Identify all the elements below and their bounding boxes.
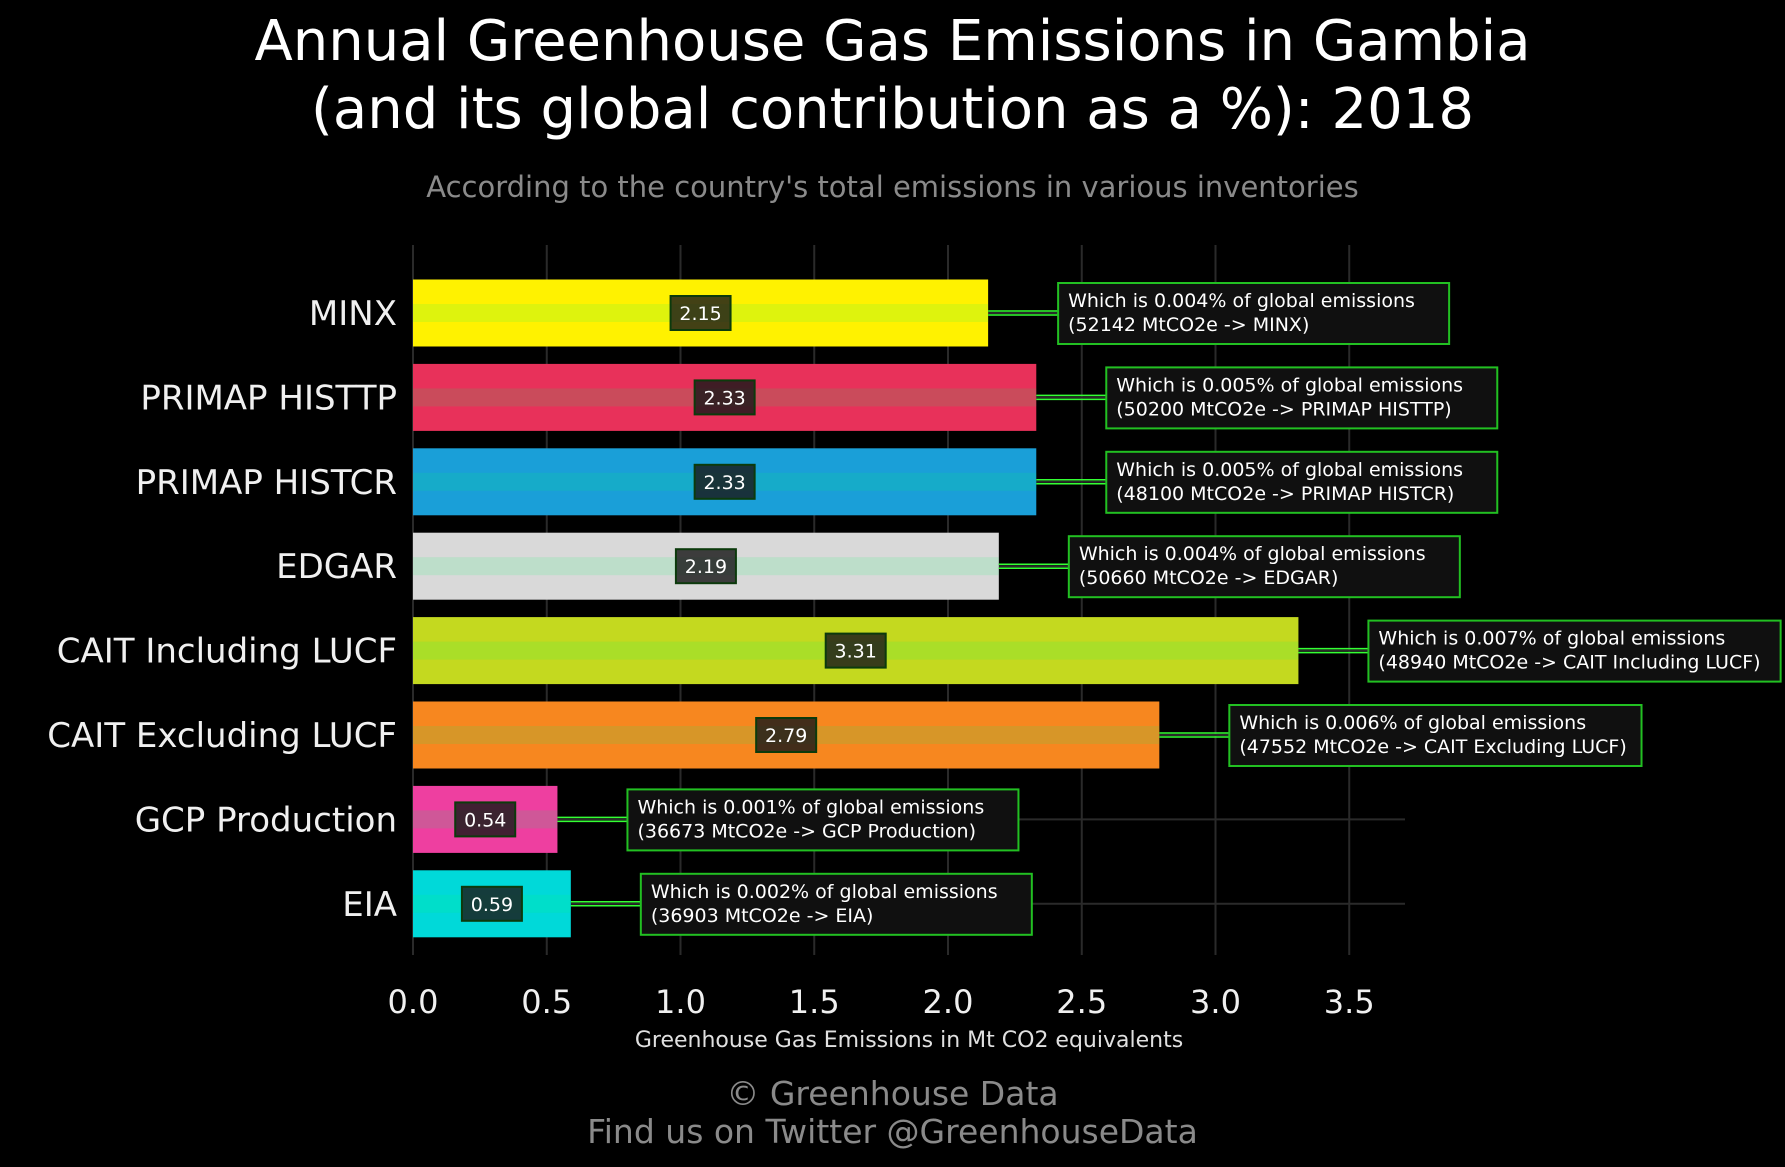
annotation-line1: Which is 0.001% of global emissions	[637, 796, 984, 818]
value-label: 2.15	[679, 303, 721, 325]
x-tick-label: 1.5	[789, 983, 840, 1021]
category-label: MINX	[309, 294, 397, 334]
annotation-line1: Which is 0.004% of global emissions	[1079, 543, 1426, 565]
category-label: CAIT Excluding LUCF	[47, 716, 397, 756]
value-label-box	[669, 295, 732, 331]
chart-title-line1: Annual Greenhouse Gas Emissions in Gambi…	[254, 9, 1531, 74]
annotation-box	[1057, 282, 1451, 345]
annotation-line2: (52142 MtCO2e -> MINX)	[1068, 314, 1309, 336]
annotation-line2: (47552 MtCO2e -> CAIT Excluding LUCF)	[1239, 736, 1626, 758]
value-label-box	[454, 801, 517, 838]
annotation-line2: (36903 MtCO2e -> EIA)	[651, 905, 874, 927]
annotation-line2: (50660 MtCO2e -> EDGAR)	[1079, 567, 1339, 589]
chart-title: Annual Greenhouse Gas Emissions in Gambi…	[0, 8, 1785, 144]
value-label: 0.59	[471, 894, 513, 916]
annotation-line1: Which is 0.005% of global emissions	[1116, 374, 1463, 396]
chart-subtitle: According to the country's total emissio…	[426, 170, 1359, 204]
annotation-box	[639, 872, 1033, 936]
annotation-line2: (48940 MtCO2e -> CAIT Including LUCF)	[1378, 652, 1760, 674]
annotation-line1: Which is 0.004% of global emissions	[1068, 290, 1415, 312]
value-label: 2.33	[703, 472, 745, 494]
annotation-box	[1105, 450, 1499, 514]
value-label: 3.31	[835, 641, 877, 663]
annotation-line2: (36673 MtCO2e -> GCP Production)	[637, 820, 976, 842]
category-label: PRIMAP HISTCR	[136, 463, 397, 503]
annotation-line1: Which is 0.007% of global emissions	[1378, 628, 1725, 650]
annotation-line1: Which is 0.006% of global emissions	[1239, 712, 1586, 734]
x-tick-label: 3.0	[1190, 983, 1241, 1021]
annotation-box	[1067, 535, 1461, 599]
annotation-line1: Which is 0.005% of global emissions	[1116, 459, 1463, 481]
value-label: 0.54	[464, 809, 506, 831]
category-label: GCP Production	[135, 800, 397, 840]
x-tick-label: 2.0	[923, 983, 974, 1021]
category-label: EIA	[342, 885, 397, 925]
chart-title-line2: (and its global contribution as a %): 20…	[311, 77, 1474, 142]
twitter-footer: Find us on Twitter @GreenhouseData	[587, 1112, 1198, 1151]
annotation-box	[626, 788, 1020, 852]
annotation-line2: (50200 MtCO2e -> PRIMAP HISTTP)	[1116, 398, 1451, 420]
x-tick-label: 0.0	[388, 983, 439, 1021]
value-label-box	[460, 885, 523, 922]
annotation-box	[1367, 619, 1782, 683]
annotation-line2: (48100 MtCO2e -> PRIMAP HISTCR)	[1116, 483, 1454, 505]
value-label: 2.79	[765, 725, 807, 747]
annotation-box	[1105, 366, 1499, 430]
value-label-box	[693, 463, 756, 500]
value-label: 2.33	[703, 387, 745, 409]
value-label-box	[693, 379, 756, 416]
x-axis-label: Greenhouse Gas Emissions in Mt CO2 equiv…	[635, 1028, 1183, 1053]
annotation-line1: Which is 0.002% of global emissions	[651, 881, 998, 903]
category-label: PRIMAP HISTTP	[140, 378, 397, 418]
value-label: 2.19	[685, 556, 727, 578]
value-label-box	[824, 632, 887, 669]
x-tick-label: 3.5	[1324, 983, 1375, 1021]
value-label-box	[755, 717, 818, 753]
bar-chart: MINX 2.15 Which is 0.004% of global emissi…	[47, 245, 1782, 1053]
category-label: CAIT Including LUCF	[57, 632, 397, 672]
value-label-box	[674, 548, 737, 585]
copyright-footer: © Greenhouse Data	[726, 1074, 1059, 1113]
annotation-box	[1228, 704, 1643, 767]
x-tick-label: 1.0	[655, 983, 706, 1021]
x-tick-label: 2.5	[1056, 983, 1107, 1021]
x-tick-label: 0.5	[521, 983, 572, 1021]
category-label: EDGAR	[276, 547, 397, 587]
